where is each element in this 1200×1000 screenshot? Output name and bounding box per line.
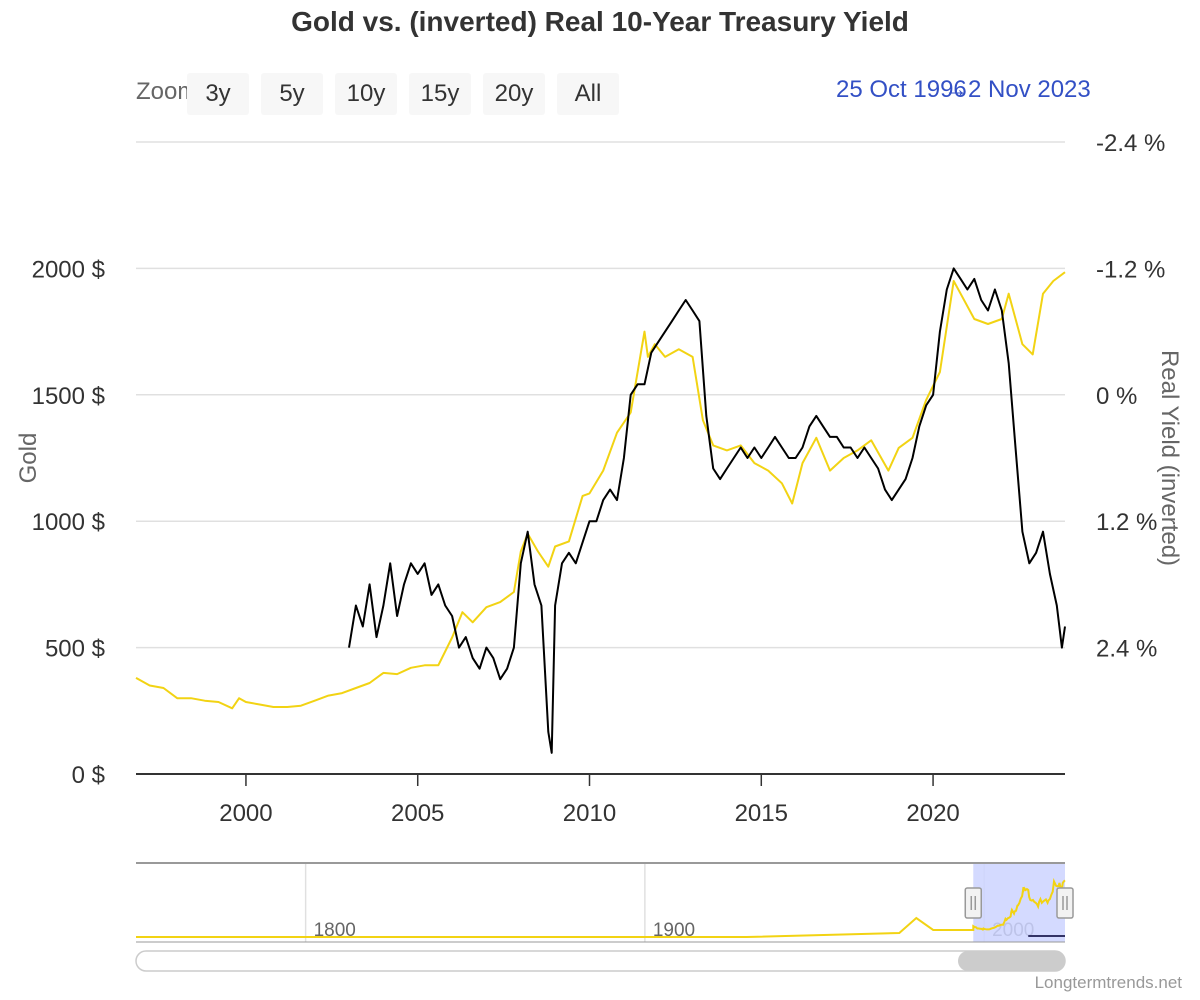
left-axis-tick-label: 500 $ bbox=[45, 636, 105, 663]
scrollbar-track[interactable] bbox=[135, 950, 1066, 972]
x-axis-tick-label: 2015 bbox=[735, 800, 788, 827]
navigator-tick-label: 1800 bbox=[314, 920, 356, 941]
navigator-background bbox=[136, 863, 1065, 942]
range-from-input[interactable]: 25 Oct 1996 bbox=[836, 76, 967, 103]
navigator-left-handle[interactable] bbox=[964, 887, 983, 919]
x-axis-tick-label: 2000 bbox=[219, 800, 272, 827]
range-separator: → bbox=[944, 76, 968, 103]
navigator: 180019002000 bbox=[136, 862, 1074, 943]
zoom-3y-button[interactable]: 3y bbox=[187, 73, 249, 115]
x-axis-tick-label: 2020 bbox=[906, 800, 959, 827]
gold-series-line bbox=[135, 271, 1066, 710]
scrollbar-thumb[interactable] bbox=[958, 951, 1065, 971]
zoom-5y-button[interactable]: 5y bbox=[261, 73, 323, 115]
right-axis-tick-label: 1.2 % bbox=[1096, 509, 1157, 536]
right-axis-tick-label: 0 % bbox=[1096, 383, 1137, 410]
left-axis-tick-label: 2000 $ bbox=[32, 256, 105, 283]
navigator-tick-label: 1900 bbox=[653, 920, 695, 941]
right-axis-tick-label: -2.4 % bbox=[1096, 130, 1165, 157]
left-axis-tick-label: 0 $ bbox=[72, 762, 105, 789]
left-axis-title: Gold bbox=[15, 433, 42, 484]
chart-title: Gold vs. (inverted) Real 10-Year Treasur… bbox=[291, 6, 909, 37]
zoom-15y-button[interactable]: 15y bbox=[409, 73, 471, 115]
real-yield-series-line bbox=[348, 267, 1066, 754]
zoom-all-button[interactable]: All bbox=[557, 73, 619, 115]
right-axis-tick-label: 2.4 % bbox=[1096, 636, 1157, 663]
left-axis-tick-label: 1000 $ bbox=[32, 509, 105, 536]
handle-grip bbox=[1056, 887, 1074, 919]
right-axis-tick-label: -1.2 % bbox=[1096, 256, 1165, 283]
zoom-20y-button[interactable]: 20y bbox=[483, 73, 545, 115]
x-axis-tick-label: 2005 bbox=[391, 800, 444, 827]
range-to-input[interactable]: 2 Nov 2023 bbox=[968, 76, 1091, 103]
zoom-10y-button[interactable]: 10y bbox=[335, 73, 397, 115]
left-axis-tick-label: 1500 $ bbox=[32, 383, 105, 410]
navigator-gold-line bbox=[136, 877, 1066, 938]
credit-link[interactable]: Longtermtrends.net bbox=[1034, 973, 1182, 992]
handle-grip bbox=[964, 887, 983, 919]
navigator-right-handle[interactable] bbox=[1056, 887, 1074, 919]
right-axis-title: Real Yield (inverted) bbox=[1156, 350, 1183, 566]
x-axis-tick-label: 2010 bbox=[563, 800, 616, 827]
